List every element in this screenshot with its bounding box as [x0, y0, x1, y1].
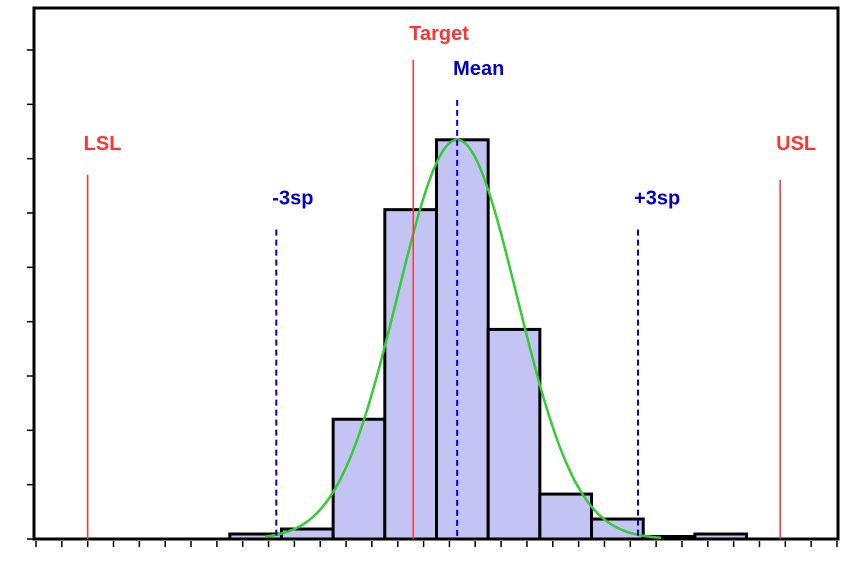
normal-curve [265, 138, 662, 540]
reference-lines-layer: LSL Target Mean -3sp +3sp USL [84, 23, 816, 539]
histogram-bar [693, 532, 749, 541]
ref-label-lsl: LSL [84, 133, 122, 155]
ref-label-mean: Mean [453, 58, 504, 80]
histogram-bar [435, 138, 490, 541]
ref-label-target: Target [409, 23, 469, 45]
histogram-bar [383, 208, 438, 541]
histogram-bar [538, 492, 594, 541]
axis-ticks [27, 49, 838, 547]
normal-curve-layer [265, 138, 662, 540]
histogram-bar [486, 327, 542, 541]
histogram-bars [228, 138, 749, 541]
ref-label-minus-3sp: -3sp [272, 188, 313, 210]
ref-label-plusminus-3sp: +3sp [634, 188, 680, 210]
ref-label-usl: USL [776, 133, 816, 155]
